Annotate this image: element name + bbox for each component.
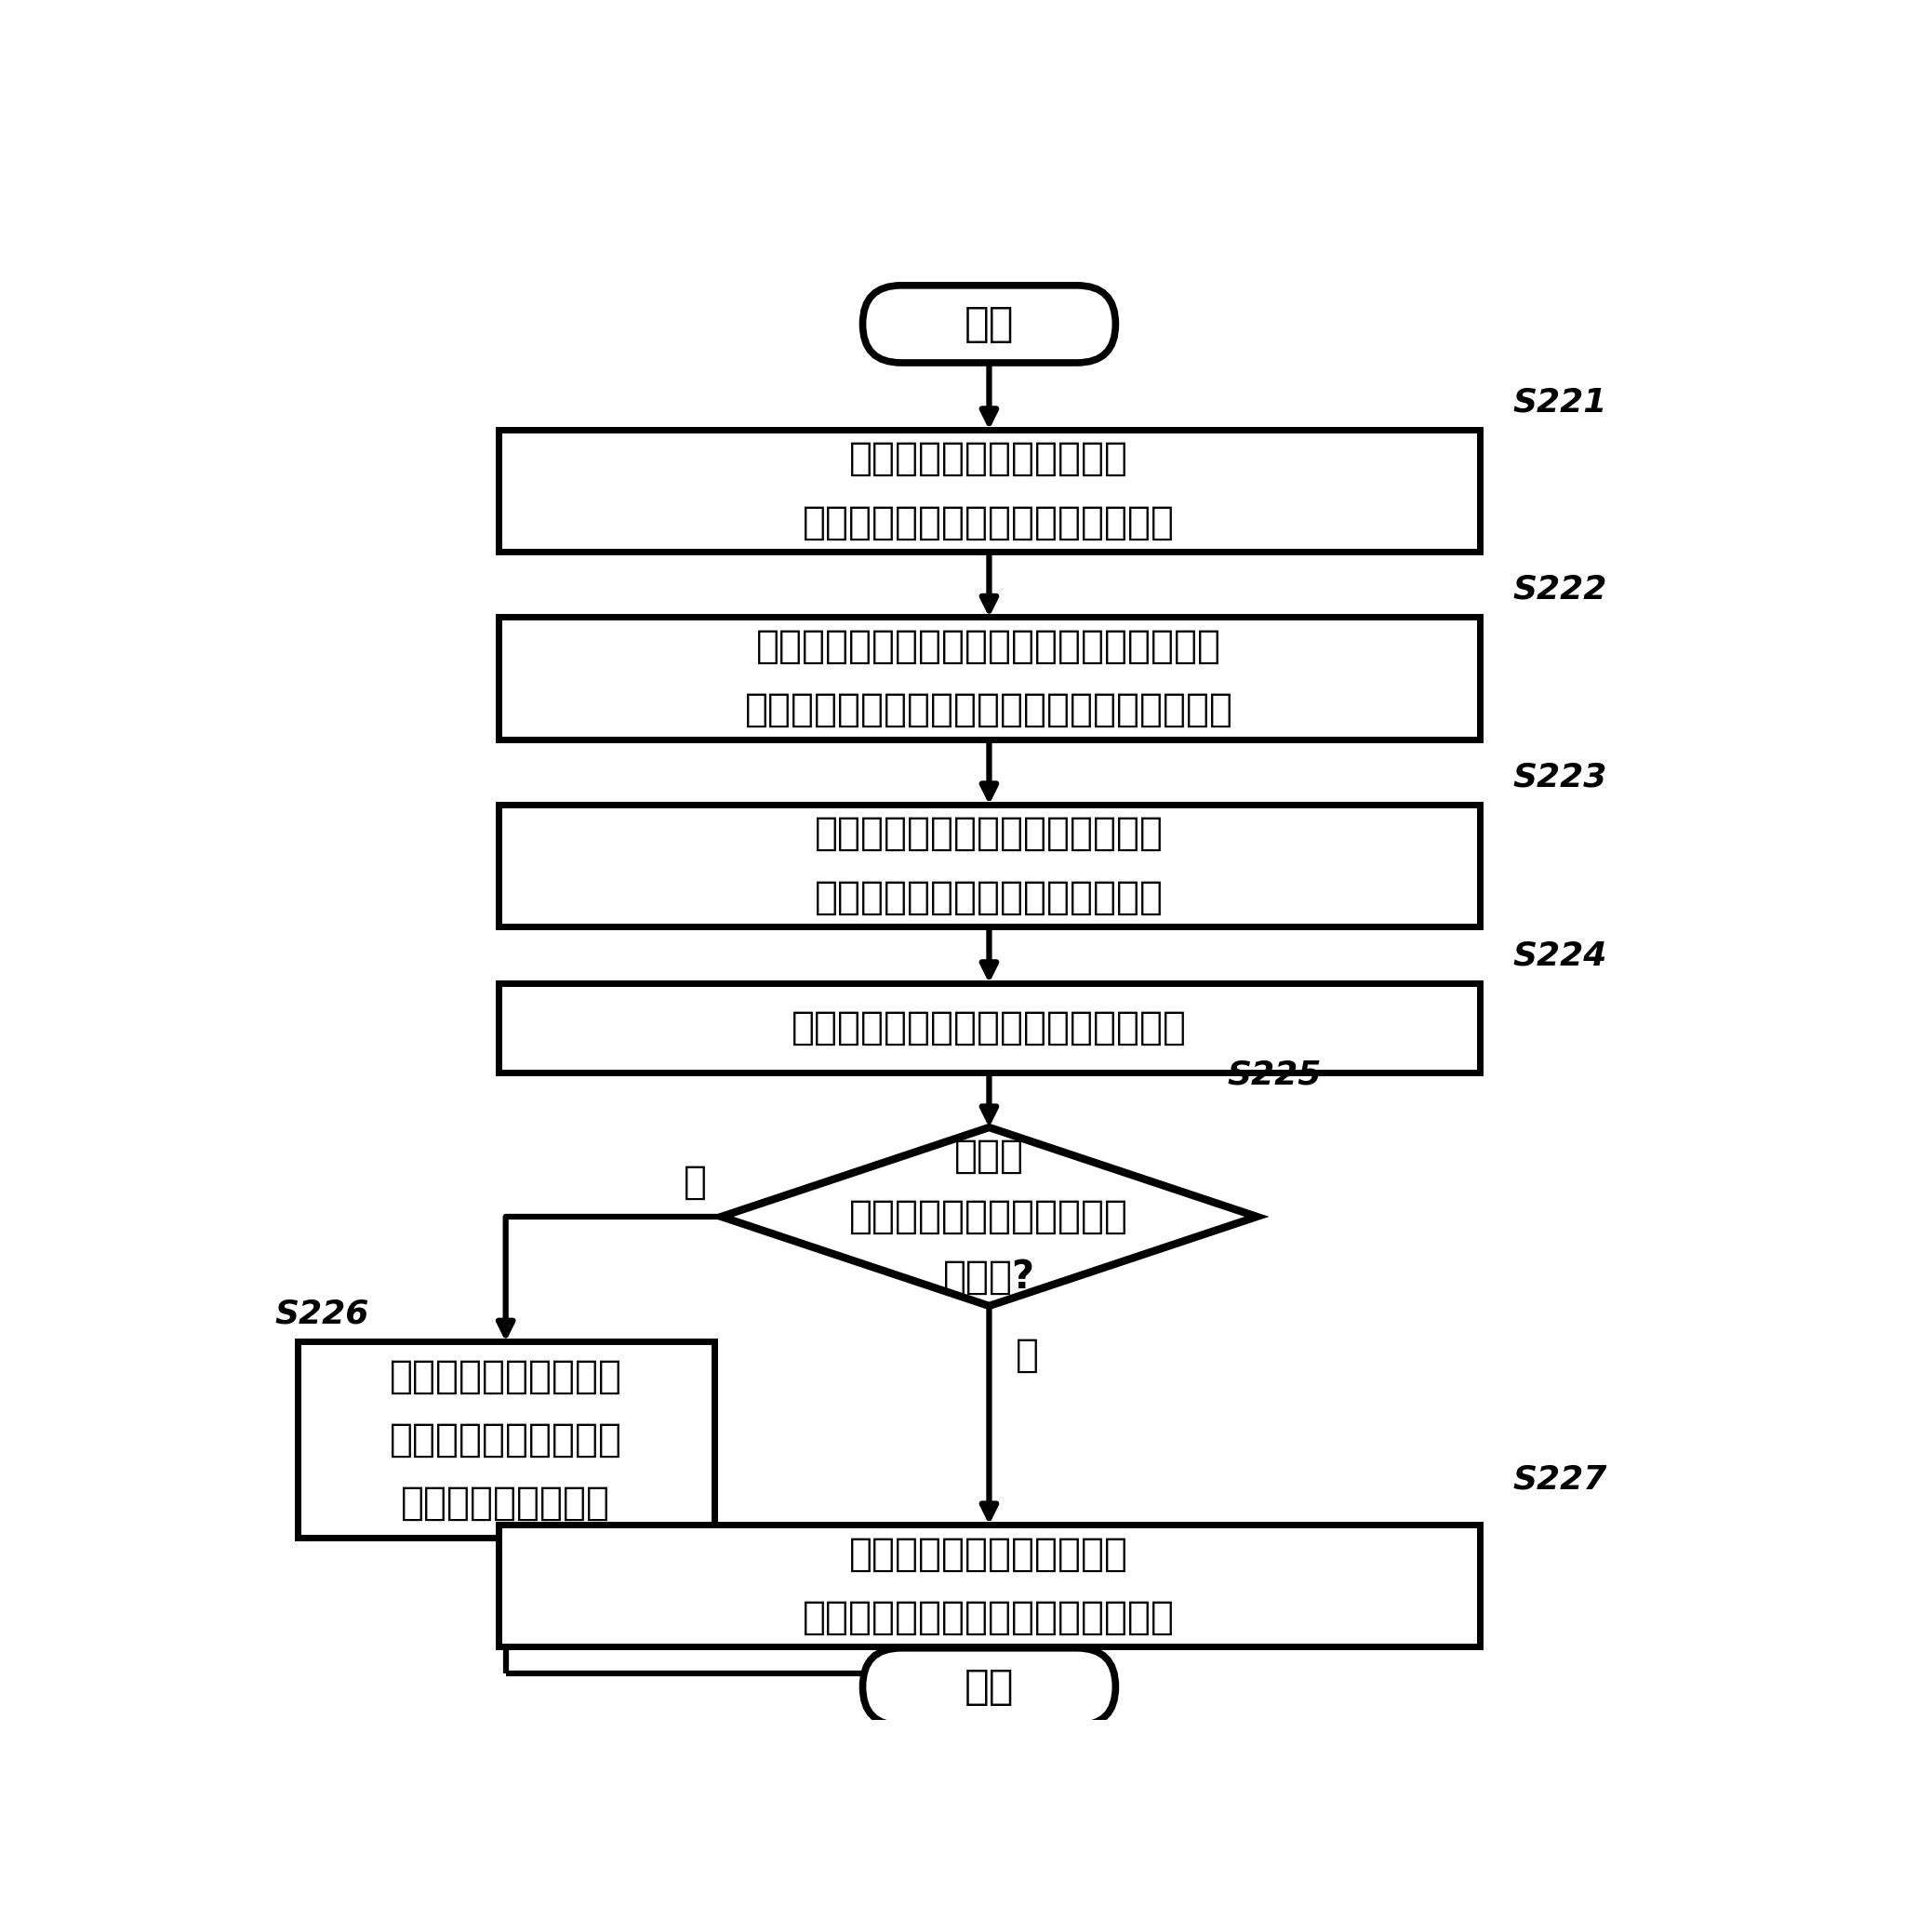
- Text: 根据排队速度计算所述排队队列中
每个排队标识信息需要等待的时间: 根据排队速度计算所述排队队列中 每个排队标识信息需要等待的时间: [814, 813, 1164, 918]
- Text: 通过一个射频接收装置接收
来自一个无线射频卡的排队请求信息: 通过一个射频接收装置接收 来自一个无线射频卡的排队请求信息: [803, 439, 1175, 543]
- Text: S225: S225: [1227, 1059, 1322, 1090]
- Text: 将与所述排队请求信息
相对应的排队标识信息
从所述排队队列删除: 将与所述排队请求信息 相对应的排队标识信息 从所述排队队列删除: [390, 1356, 621, 1522]
- Text: S227: S227: [1513, 1463, 1608, 1495]
- FancyBboxPatch shape: [498, 1524, 1480, 1646]
- FancyBboxPatch shape: [498, 804, 1480, 927]
- Text: S221: S221: [1513, 386, 1608, 417]
- Text: 开始: 开始: [965, 303, 1013, 344]
- Text: S222: S222: [1513, 574, 1608, 605]
- FancyBboxPatch shape: [863, 1648, 1116, 1725]
- FancyBboxPatch shape: [297, 1341, 714, 1538]
- Text: 向所述移动终端发送所述排队提示信息: 向所述移动终端发送所述排队提示信息: [791, 1009, 1187, 1047]
- FancyBboxPatch shape: [498, 616, 1480, 740]
- Text: 否: 否: [683, 1163, 706, 1202]
- Text: S224: S224: [1513, 939, 1608, 972]
- FancyBboxPatch shape: [498, 983, 1480, 1072]
- FancyBboxPatch shape: [498, 429, 1480, 553]
- Text: 在单位
时间内接收到所述排队确认
信息吗?: 在单位 时间内接收到所述排队确认 信息吗?: [849, 1136, 1129, 1296]
- Text: 在排队者设定的时间周期向
所述移动终端发送所述排队提示信息: 在排队者设定的时间周期向 所述移动终端发送所述排队提示信息: [803, 1534, 1175, 1636]
- Text: 结束: 结束: [965, 1667, 1013, 1706]
- Text: 将与所述排队请求信息相对应的排队标识信息
添加到与所述排队请求信息相对应的排队队列中: 将与所述排队请求信息相对应的排队标识信息 添加到与所述排队请求信息相对应的排队队…: [745, 626, 1233, 730]
- FancyBboxPatch shape: [863, 286, 1116, 363]
- Polygon shape: [722, 1128, 1256, 1306]
- Text: S223: S223: [1513, 761, 1608, 792]
- Text: S226: S226: [276, 1298, 369, 1329]
- Text: 是: 是: [1015, 1335, 1038, 1376]
